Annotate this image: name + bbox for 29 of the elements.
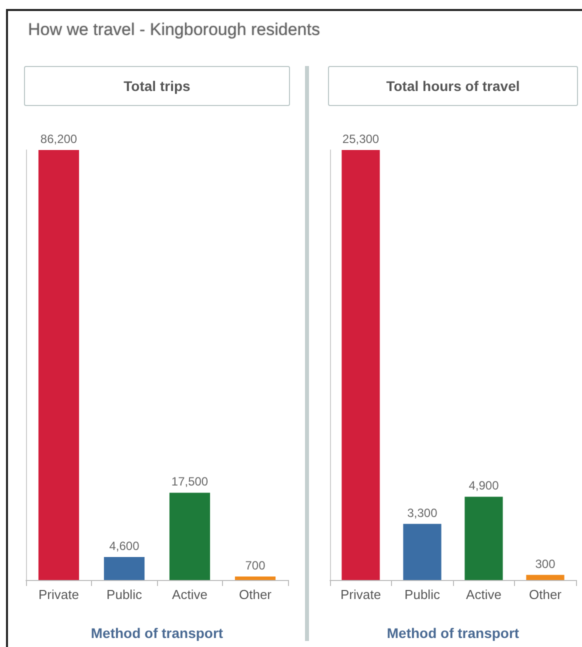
x-axis-title: Method of transport — [386, 625, 520, 641]
bar — [526, 574, 564, 580]
x-tick-label: Private — [340, 587, 381, 602]
chart-subtitle: Total trips — [24, 66, 290, 106]
x-tick-label: Other — [238, 587, 272, 602]
bar — [38, 150, 80, 580]
x-tick-label: Public — [404, 587, 440, 602]
data-label: 300 — [535, 556, 556, 571]
bar — [234, 576, 276, 580]
chart-title: Total hours of travel — [328, 66, 578, 106]
x-tick-label: Private — [38, 587, 79, 602]
bar — [104, 557, 145, 580]
x-axis-title: Method of transport — [90, 625, 224, 641]
x-tick-label: Active — [172, 587, 208, 602]
bar — [464, 496, 503, 580]
data-label: 25,300 — [342, 132, 380, 146]
data-label: 17,500 — [171, 474, 208, 489]
data-label: 4,900 — [468, 478, 500, 493]
bar — [169, 492, 210, 580]
x-tick-label: Public — [106, 587, 142, 602]
data-label: 4,600 — [109, 539, 140, 554]
data-label: 86,200 — [40, 132, 78, 146]
bar — [342, 150, 380, 580]
data-label: 700 — [245, 558, 266, 573]
bar — [403, 524, 442, 580]
x-tick-label: Active — [466, 587, 502, 602]
data-label: 3,300 — [407, 506, 438, 520]
chart-title: How we travel - Kingborough residents — [28, 20, 320, 40]
x-tick-label: Other — [528, 587, 562, 602]
